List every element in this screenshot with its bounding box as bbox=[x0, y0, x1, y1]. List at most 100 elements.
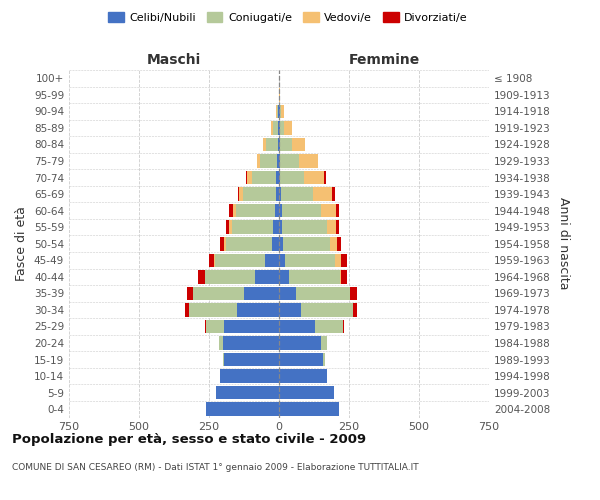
Bar bbox=[279, 286, 296, 300]
Bar bbox=[279, 154, 280, 168]
Bar bbox=[220, 237, 224, 250]
Bar bbox=[277, 104, 278, 118]
Bar bbox=[337, 237, 341, 250]
Bar bbox=[341, 254, 347, 267]
Bar bbox=[232, 220, 274, 234]
Bar bbox=[193, 286, 244, 300]
Bar bbox=[350, 286, 356, 300]
Bar bbox=[280, 154, 299, 168]
Bar bbox=[330, 237, 337, 250]
Bar bbox=[257, 154, 260, 168]
Bar bbox=[279, 402, 339, 416]
Text: Femmine: Femmine bbox=[349, 54, 419, 68]
Bar bbox=[279, 188, 281, 201]
Bar bbox=[233, 204, 236, 218]
Bar bbox=[353, 303, 358, 316]
Bar bbox=[279, 138, 280, 151]
Bar bbox=[304, 171, 325, 184]
Bar bbox=[205, 270, 255, 283]
Bar bbox=[316, 320, 343, 334]
Y-axis label: Anni di nascita: Anni di nascita bbox=[557, 198, 570, 290]
Bar bbox=[279, 370, 326, 383]
Bar bbox=[340, 270, 341, 283]
Bar bbox=[279, 220, 283, 234]
Bar bbox=[283, 220, 326, 234]
Bar bbox=[185, 303, 189, 316]
Bar bbox=[335, 254, 341, 267]
Bar bbox=[265, 254, 279, 267]
Text: COMUNE DI SAN CESAREO (RM) - Dati ISTAT 1° gennaio 2009 - Elaborazione TUTTITALI: COMUNE DI SAN CESAREO (RM) - Dati ISTAT … bbox=[12, 462, 419, 471]
Bar bbox=[313, 188, 332, 201]
Bar bbox=[244, 188, 275, 201]
Bar bbox=[214, 254, 215, 267]
Bar bbox=[246, 171, 247, 184]
Bar bbox=[284, 121, 292, 134]
Bar bbox=[326, 220, 335, 234]
Bar bbox=[274, 220, 279, 234]
Bar bbox=[226, 237, 272, 250]
Text: Popolazione per età, sesso e stato civile - 2009: Popolazione per età, sesso e stato civil… bbox=[12, 432, 366, 446]
Bar bbox=[279, 171, 280, 184]
Bar bbox=[321, 204, 335, 218]
Bar bbox=[224, 353, 279, 366]
Bar bbox=[278, 121, 279, 134]
Bar bbox=[216, 386, 279, 400]
Bar bbox=[244, 286, 279, 300]
Bar bbox=[279, 336, 321, 350]
Bar bbox=[237, 303, 279, 316]
Bar bbox=[276, 104, 277, 118]
Bar bbox=[247, 171, 253, 184]
Bar bbox=[266, 138, 278, 151]
Bar bbox=[279, 320, 316, 334]
Bar bbox=[224, 237, 226, 250]
Bar bbox=[275, 204, 279, 218]
Bar bbox=[280, 138, 292, 151]
Bar bbox=[325, 171, 326, 184]
Bar bbox=[275, 188, 279, 201]
Bar bbox=[219, 336, 223, 350]
Bar bbox=[224, 320, 279, 334]
Bar bbox=[239, 188, 244, 201]
Bar bbox=[279, 204, 282, 218]
Bar bbox=[271, 121, 273, 134]
Bar bbox=[206, 320, 224, 334]
Bar bbox=[220, 370, 279, 383]
Bar bbox=[209, 254, 214, 267]
Bar bbox=[199, 270, 205, 283]
Bar bbox=[276, 171, 279, 184]
Bar bbox=[223, 336, 279, 350]
Bar bbox=[343, 320, 344, 334]
Bar bbox=[226, 220, 229, 234]
Bar bbox=[281, 104, 284, 118]
Bar bbox=[223, 353, 224, 366]
Bar bbox=[279, 237, 283, 250]
Bar bbox=[332, 188, 335, 201]
Bar bbox=[229, 204, 233, 218]
Bar bbox=[236, 204, 275, 218]
Legend: Celibi/Nubili, Coniugati/e, Vedovi/e, Divorziati/e: Celibi/Nubili, Coniugati/e, Vedovi/e, Di… bbox=[104, 8, 472, 28]
Y-axis label: Fasce di età: Fasce di età bbox=[16, 206, 28, 281]
Bar bbox=[187, 286, 193, 300]
Bar bbox=[323, 353, 325, 366]
Bar bbox=[283, 237, 330, 250]
Bar bbox=[273, 121, 278, 134]
Bar bbox=[285, 254, 335, 267]
Bar bbox=[335, 204, 339, 218]
Bar bbox=[289, 270, 340, 283]
Bar bbox=[280, 121, 284, 134]
Bar bbox=[280, 104, 281, 118]
Bar bbox=[279, 303, 301, 316]
Bar bbox=[301, 303, 353, 316]
Bar bbox=[278, 138, 279, 151]
Text: Maschi: Maschi bbox=[147, 54, 201, 68]
Bar bbox=[279, 386, 334, 400]
Bar bbox=[321, 336, 327, 350]
Bar bbox=[260, 154, 277, 168]
Bar bbox=[341, 270, 347, 283]
Bar bbox=[206, 402, 279, 416]
Bar bbox=[205, 320, 206, 334]
Bar bbox=[253, 171, 276, 184]
Bar bbox=[279, 121, 280, 134]
Bar bbox=[277, 154, 279, 168]
Bar bbox=[279, 353, 323, 366]
